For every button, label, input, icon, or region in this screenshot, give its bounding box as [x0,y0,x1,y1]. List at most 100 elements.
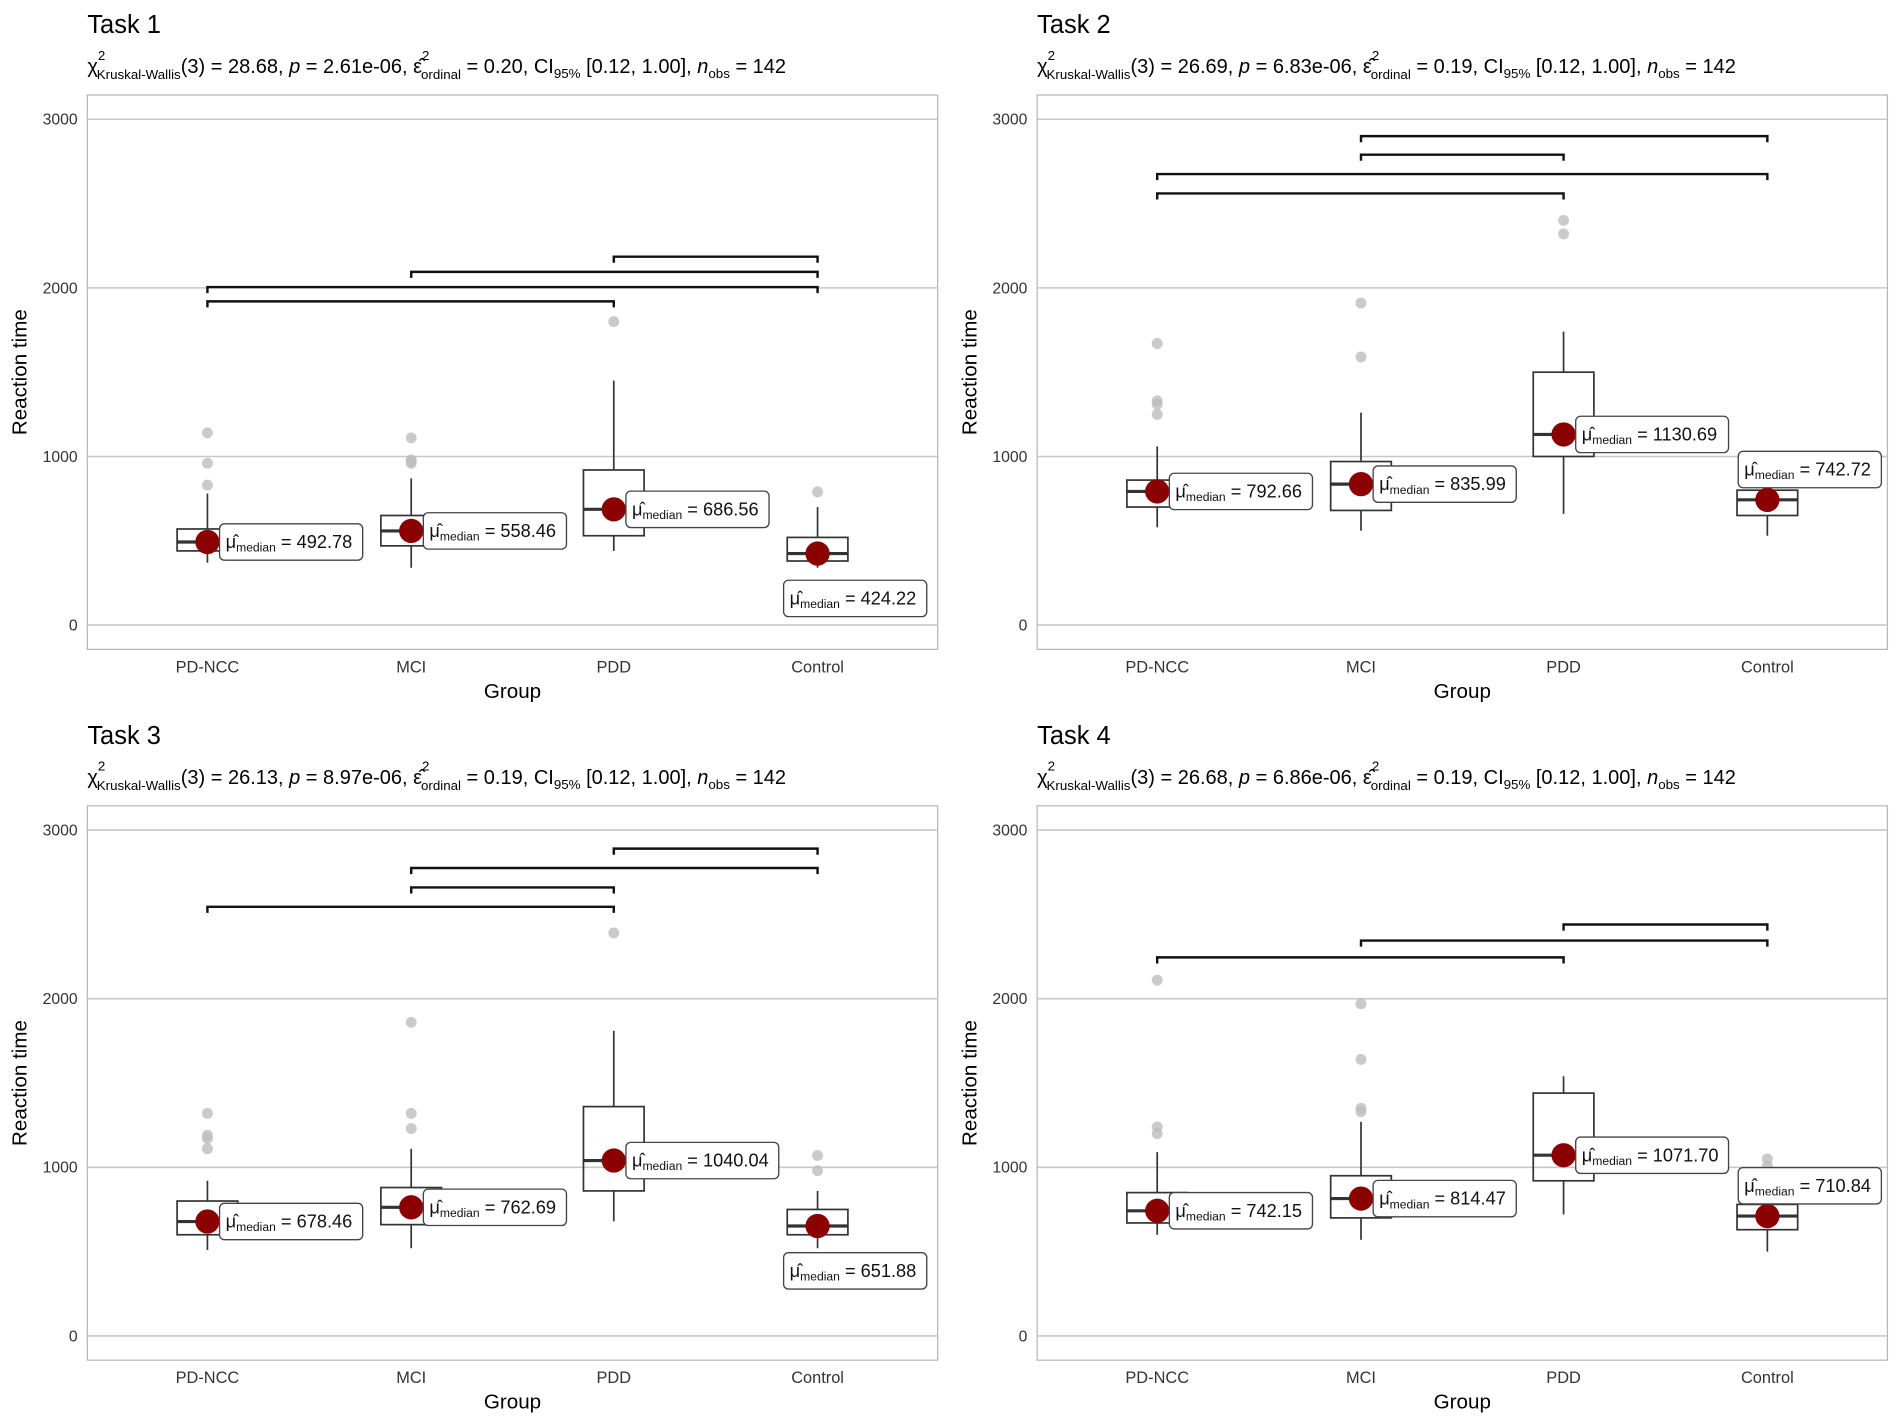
ci-sub: 95% [554,777,581,792]
stat-sub: Kruskal-Wallis [1047,67,1131,82]
outlier-point [201,427,213,439]
label-symbol: μ̂ [1175,1201,1188,1221]
x-tick-label: Control [791,1369,844,1387]
stat-sup: 2 [98,759,105,774]
panel-1: Task 1 χ2 Kruskal-Wallis(3) = 28.68, p = 2… [9,11,939,703]
label-value: = 1040.04 [682,1151,768,1171]
y-axis-title: Reaction time [9,309,32,435]
x-tick-label: MCI [396,658,426,676]
x-tick-label: Control [791,658,844,676]
n-value: = 142 [730,56,786,78]
label-sub: median [1390,1197,1430,1211]
ci-sub: 95% [554,66,581,81]
y-tick-label: 0 [1019,1328,1028,1345]
label-symbol: μ̂ [1744,460,1757,480]
label-sub: median [1186,490,1226,504]
panel-title: Task 4 [1037,722,1111,750]
stat-symbol: χ [87,56,98,78]
ci-label: CI [534,56,554,78]
comparison-bracket [409,886,615,894]
panel-subtitle: χ2 Kruskal-Wallis(3) = 26.13, p = 8.97e-0… [87,759,786,793]
label-value: = 424.22 [840,589,916,609]
y-tick-label: 2000 [992,991,1027,1008]
plot-panel-border [1036,94,1889,650]
outlier-point [201,479,213,491]
stat-df: (3) [1130,767,1154,789]
statistic-value: = 26.13, [205,767,289,789]
label-value: = 742.72 [1795,460,1871,480]
y-tick-label: 3000 [43,823,78,840]
effect-value: = 0.19, [1411,767,1484,789]
comparison-bracket [1359,939,1769,947]
label-sub: median [1592,1154,1632,1168]
median-point [1145,479,1170,504]
label-value: = 686.56 [682,499,758,519]
x-tick-label: PDD [597,658,632,676]
box-PD-NCC: μ̂median = 492.78 [176,427,364,563]
stat-sub: Kruskal-Wallis [97,778,181,793]
box-PDD: μ̂median = 686.56 [582,316,770,551]
statistic-value: = 26.68, [1155,767,1239,789]
median-label-box [782,579,928,618]
label-sub: median [1592,433,1632,447]
n-value: = 142 [1680,767,1736,789]
median-label-box [1372,465,1517,503]
median-label-box [1372,1179,1517,1218]
label-sub: median [440,1206,480,1220]
outlier-point [1151,398,1163,410]
ci-value: [0.12, 1.00], [1530,56,1647,78]
y-tick-label: 0 [1019,618,1028,635]
n-sub: obs [1658,777,1680,792]
comparison-bracket [409,866,819,875]
median-point [1348,1186,1374,1211]
p-value: = 2.61e-06, [300,56,413,78]
y-tick-label: 2000 [992,280,1027,297]
label-value: = 710.84 [1795,1176,1871,1196]
median-label: μ̂median = 492.78 [226,532,353,555]
comparison-bracket [1155,956,1565,964]
y-axis-title: Reaction time [958,309,981,435]
outlier-point [405,1107,417,1119]
n-value: = 142 [1680,56,1736,78]
x-tick-label: PD-NCC [1125,1369,1189,1387]
stat-sub: Kruskal-Wallis [97,67,181,82]
label-symbol: μ̂ [1175,482,1188,502]
label-value: = 762.69 [480,1197,556,1217]
outlier-point [405,432,417,444]
label-sub: median [1755,468,1795,482]
panel-subtitle: χ2 Kruskal-Wallis(3) = 28.68, p = 2.61e-0… [87,48,786,82]
median-label-box [782,1252,928,1290]
label-sub: median [236,1220,276,1234]
x-tick-label: MCI [396,1369,426,1387]
n-sub: obs [708,777,730,792]
panel-subtitle: χ2 Kruskal-Wallis(3) = 26.68, p = 6.86e-0… [1037,759,1736,793]
label-value: = 792.66 [1226,482,1302,502]
box-PDD: μ̂median = 1071.70 [1532,1076,1730,1215]
effect-value: = 0.20, [461,56,534,78]
median-label: μ̂median = 424.22 [790,589,917,612]
median-label: μ̂median = 742.15 [1175,1201,1302,1224]
label-value: = 814.47 [1429,1189,1505,1209]
comparison-bracket [206,285,819,294]
x-tick-label: PDD [597,1369,632,1387]
box-MCI: μ̂median = 558.46 [380,432,568,568]
stat-symbol: χ [1037,767,1048,789]
label-value: = 651.88 [840,1261,916,1281]
plot-panel-border [86,94,939,650]
n-sub: obs [1658,66,1680,81]
effect-value: = 0.19, [461,767,534,789]
p-label: p [288,56,300,78]
median-label-box [625,1141,780,1180]
comparison-bracket [1562,923,1769,931]
box-PD-NCC: μ̂median = 792.66 [1126,338,1314,528]
median-point [805,1213,830,1239]
y-axis-title: Reaction time [9,1020,32,1146]
label-sub: median [236,541,276,555]
y-tick-label: 0 [69,1328,78,1345]
x-tick-label: Control [1741,1369,1794,1387]
statistic-value: = 26.69, [1155,56,1239,78]
median-label-box [218,523,364,561]
outlier-point [1151,408,1163,420]
panel-title: Task 1 [87,11,161,39]
